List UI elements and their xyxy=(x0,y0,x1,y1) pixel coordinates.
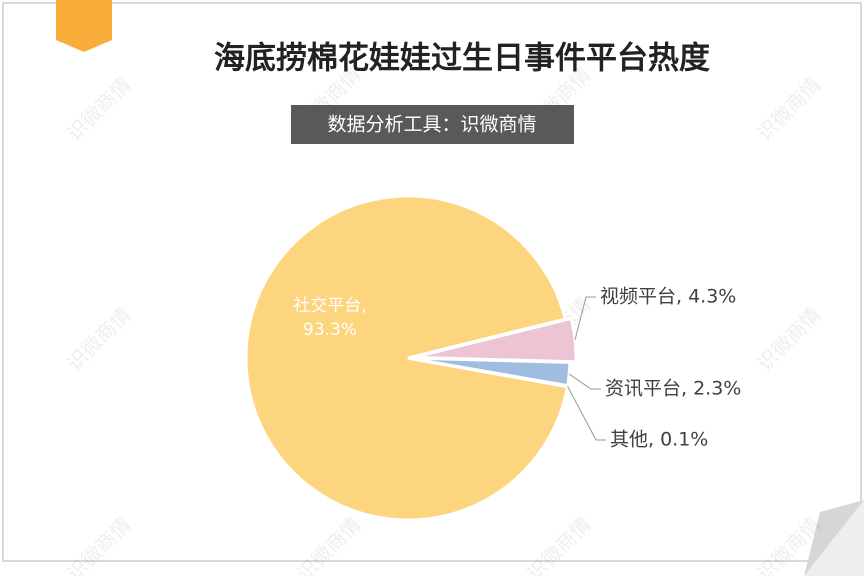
page-fold-shadow xyxy=(804,500,864,576)
leader-line xyxy=(568,373,601,390)
data-label: 其他, 0.1% xyxy=(610,429,708,451)
corner-tag xyxy=(56,0,112,52)
data-label: 视频平台, 4.3% xyxy=(600,286,736,308)
subtitle-box xyxy=(291,105,574,144)
pie: 视频平台, 4.3% 资讯平台, 2.3% 其他, 0.1% xyxy=(244,194,741,522)
pie-slice xyxy=(244,194,570,522)
chart-subtitle: 数据分析工具：识微商情 xyxy=(327,114,536,136)
leader-line xyxy=(574,296,596,341)
chart-title: 海底捞棉花娃娃过生日事件平台热度 xyxy=(214,41,710,77)
data-label: 社交平台, 93.3% xyxy=(293,296,367,340)
data-label: 资讯平台, 2.3% xyxy=(605,378,741,400)
leader-line xyxy=(567,385,606,441)
pie-slice xyxy=(413,316,578,364)
